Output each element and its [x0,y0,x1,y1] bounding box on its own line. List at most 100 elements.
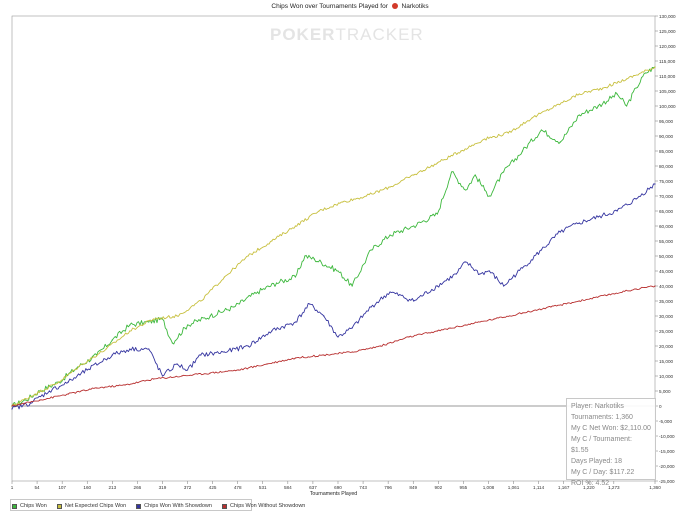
y-tick-label: 105,000 [659,89,676,94]
x-tick-label: 1,061 [508,485,520,490]
x-tick-label: 584 [284,485,292,490]
data-point [465,324,467,326]
data-point [86,369,88,371]
data-point [351,327,353,329]
x-tick-label: 1 [11,485,14,490]
data-point [465,261,467,263]
data-point [616,210,618,212]
data-point [171,342,173,344]
y-tick-label: 20,000 [659,344,673,349]
data-point [161,375,164,377]
legend-item[interactable]: Chips Won [12,501,47,511]
y-tick-label: 90,000 [659,134,673,139]
legend-item[interactable]: Chips Won With Showdown [136,501,212,511]
data-point [597,216,599,218]
data-point [436,285,438,287]
data-point [25,399,27,401]
data-point [233,306,235,308]
data-point [129,330,131,332]
legend-swatch [12,503,17,509]
legend-swatch [56,503,62,509]
data-point [304,255,306,257]
y-tick-label: 45,000 [659,269,673,274]
player-stats-box: Player: Narkotiks Tournaments: 1,360 My … [566,398,656,487]
y-tick-label: 5,000 [659,389,671,394]
data-point [654,183,656,185]
data-point [616,93,618,95]
data-point [607,294,609,296]
data-point [602,87,604,89]
y-tick-label: 60,000 [659,224,673,229]
data-point [413,174,415,176]
x-tick-label: 690 [334,485,342,490]
data-point [540,249,543,251]
data-point [474,174,476,176]
data-point [152,318,155,320]
data-point [186,324,189,326]
data-point [294,276,297,278]
x-tick-label: 1,360 [649,485,661,490]
data-point [531,117,533,119]
y-tick-label: 10,000 [659,374,673,379]
data-point [521,312,524,314]
data-point [294,357,297,359]
data-point [578,93,580,95]
data-point [186,369,189,371]
data-point [58,381,60,383]
y-tick-label: 50,000 [659,254,673,259]
data-point [635,198,637,200]
x-tick-label: 637 [309,485,317,490]
legend-item[interactable]: Chips Won Without Showdown [221,501,306,511]
data-point [521,267,524,269]
series-line-chips-won-with-showdown [11,183,656,410]
legend-item[interactable]: Net Expected Chips Won [56,501,126,511]
data-point [67,393,69,395]
y-tick-label: 110,000 [659,74,676,79]
data-point [67,381,69,383]
data-point [200,354,202,356]
y-tick-label: 0 [659,404,662,409]
watermark-sub: TRACKER [335,25,424,44]
data-point [148,321,150,323]
data-point [129,324,131,326]
data-point [626,78,628,80]
data-point [559,141,561,143]
poker-chip-icon [391,3,398,9]
data-point [111,354,113,356]
data-point [502,285,505,287]
data-point [654,285,656,287]
y-tick-label: 100,000 [659,104,676,109]
data-point [275,282,278,284]
data-point [555,105,557,107]
x-tick-label: 213 [108,485,116,490]
data-point [351,285,353,287]
chart-title-player: Narkotiks [401,3,429,10]
y-tick-label: 40,000 [659,284,673,289]
data-point [176,363,178,365]
data-point [626,105,628,107]
chart-title: Chips Won over Tournaments Played for Na… [0,3,700,10]
data-point [337,336,339,338]
data-point [455,273,457,275]
y-tick-label: 15,000 [659,359,673,364]
data-point [550,306,552,308]
data-point [81,363,84,365]
data-point [413,300,415,302]
x-tick-label: 1,273 [608,485,620,490]
data-point [96,387,98,389]
y-tick-label: 80,000 [659,164,673,169]
plot-frame [11,15,656,482]
x-tick-label: 1,008 [483,485,495,490]
data-point [105,348,107,350]
legend-label: Chips Won Without Showdown [229,503,306,509]
data-point [223,276,226,278]
data-point [294,225,297,227]
data-point [370,249,372,251]
data-point [238,369,240,371]
data-point [11,408,13,410]
x-tick-label: 478 [234,485,242,490]
y-tick-label: 70,000 [659,194,673,199]
y-tick-label: 95,000 [659,119,673,124]
data-point [488,270,491,272]
